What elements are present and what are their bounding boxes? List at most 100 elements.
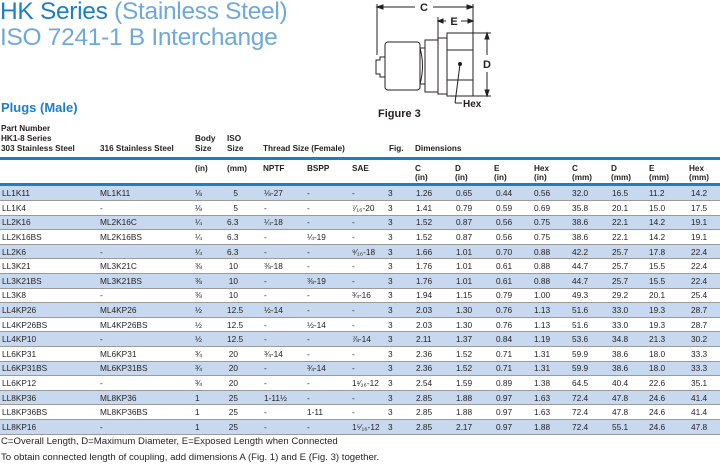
cell-nptf: ¾-14 (262, 346, 305, 362)
cell-part-316: - (98, 200, 193, 216)
cell-body-size: ⅜ (193, 288, 225, 304)
cell-e-in: 0.70 (492, 244, 530, 260)
cell-nptf: - (262, 200, 305, 216)
cell-c-mm: 51.6 (568, 317, 608, 333)
cell-d-in: 1.01 (452, 244, 492, 260)
cell-nptf: - (262, 244, 305, 260)
cell-iso-size: 20 (225, 361, 262, 377)
cell-bspp: - (305, 331, 350, 348)
unit-hex-mm: Hex (689, 164, 705, 173)
cell-sae: 1⁵⁄₁₆-12 (350, 419, 386, 435)
table-row: LL4KP26 ML4KP26 ½ 12.5 ½-14- -3 2.03 1.30 0.76 1.… (0, 302, 720, 318)
cell-d-in: 1.37 (452, 331, 492, 348)
cell-hex-in: 0.69 (530, 200, 568, 216)
unit-d-in-u: (in) (455, 173, 468, 182)
cell-hex-mm: 19.1 (687, 229, 720, 245)
cell-part-316: - (98, 419, 193, 435)
cell-bspp: ¾-14 (305, 361, 350, 377)
cell-part-316: - (98, 288, 193, 304)
cell-hex-in: 1.13 (530, 302, 568, 318)
cell-part-316: ML6KP31BS (98, 361, 193, 377)
cell-sae: - (350, 317, 386, 333)
cell-part-303: LL3K21BS (0, 273, 98, 289)
cell-e-mm: 22.6 (645, 375, 687, 391)
cell-e-in: 0.79 (492, 288, 530, 304)
cell-bspp: ¼-19 (305, 229, 350, 245)
cell-fig: 3 (386, 215, 412, 231)
cell-nptf: - (262, 361, 305, 377)
cell-c-in: 2.54 (412, 375, 452, 391)
cell-c-mm: 49.3 (568, 288, 608, 304)
svg-text:Hex: Hex (463, 99, 482, 108)
cell-fig: 3 (386, 302, 412, 318)
cell-body-size: ½ (193, 331, 225, 348)
cell-hex-in: 1.00 (530, 288, 568, 304)
cell-hex-mm: 47.8 (687, 419, 720, 435)
cell-e-in: 0.84 (492, 331, 530, 348)
cell-hex-in: 1.88 (530, 419, 568, 435)
cell-fig: 3 (386, 390, 412, 406)
cell-hex-mm: 41.4 (687, 404, 720, 420)
header-rule (0, 183, 720, 186)
cell-e-in: 0.89 (492, 375, 530, 391)
table-row: LL2K16 ML2K16C ¼ 6.3 ¼-18- -3 1.52 0.87 0.56 0.75… (0, 215, 720, 231)
cell-fig: 3 (386, 273, 412, 289)
cell-hex-mm: 33.3 (687, 361, 720, 377)
cell-c-in: 1.76 (412, 258, 452, 275)
unit-hex-in: Hex (534, 164, 550, 173)
cell-part-316: ML4KP26 (98, 302, 193, 318)
cell-c-in: 2.85 (412, 419, 452, 435)
header-rule (0, 157, 720, 160)
cell-hex-mm: 17.5 (687, 200, 720, 216)
cell-iso-size: 6.3 (225, 244, 262, 260)
cell-fig: 3 (386, 244, 412, 260)
unit-c-mm: C (572, 164, 578, 173)
cell-nptf: ½-14 (262, 302, 305, 318)
cell-hex-mm: 41.4 (687, 390, 720, 406)
cell-fig: 3 (386, 404, 412, 420)
page-subtitle: ISO 7241-1 B Interchange (0, 24, 278, 51)
cell-part-303: LL2K6 (0, 244, 98, 260)
cell-e-mm: 15.0 (645, 200, 687, 216)
unit-d-in: D (455, 164, 461, 173)
cell-hex-mm: 22.4 (687, 244, 720, 260)
cell-part-303: LL6KP12 (0, 375, 98, 391)
cell-c-in: 1.52 (412, 215, 452, 231)
cell-d-mm: 47.8 (608, 404, 645, 420)
unit-iso: (mm) (227, 164, 248, 173)
cell-d-in: 1.15 (452, 288, 492, 304)
cell-iso-size: 20 (225, 346, 262, 362)
unit-d-mm-u: (mm) (611, 173, 632, 182)
cell-body-size: ½ (193, 302, 225, 318)
header-series: HK1-8 Series (1, 134, 52, 143)
cell-bspp: ½-14 (305, 317, 350, 333)
cell-e-in: 0.56 (492, 215, 530, 231)
cell-fig: 3 (386, 258, 412, 275)
cell-hex-in: 1.19 (530, 331, 568, 348)
cell-e-mm: 15.5 (645, 258, 687, 275)
cell-c-mm: 64.5 (568, 375, 608, 391)
cell-fig: 3 (386, 186, 412, 202)
cell-d-mm: 38.6 (608, 346, 645, 362)
page-title: HK Series (Stainless Steel) (0, 0, 288, 25)
cell-c-mm: 72.4 (568, 404, 608, 420)
cell-iso-size: 5 (225, 200, 262, 216)
cell-d-mm: 20.1 (608, 200, 645, 216)
cell-c-in: 2.85 (412, 390, 452, 406)
cell-d-in: 1.59 (452, 375, 492, 391)
unit-e-in: E (494, 164, 500, 173)
cell-nptf: - (262, 229, 305, 245)
cell-bspp: ⅜-19 (305, 273, 350, 289)
unit-e-mm: E (649, 164, 655, 173)
cell-part-316: ML6KP31 (98, 346, 193, 362)
cell-sae: - (350, 361, 386, 377)
cell-hex-mm: 14.2 (687, 186, 720, 202)
cell-hex-in: 1.31 (530, 361, 568, 377)
cell-nptf: ⅜-18 (262, 258, 305, 275)
cell-part-303: LL1K4 (0, 200, 98, 216)
cell-d-mm: 55.1 (608, 419, 645, 435)
cell-nptf: 1-11½ (262, 390, 305, 406)
cell-fig: 3 (386, 288, 412, 304)
svg-text:D: D (483, 59, 491, 71)
cell-d-in: 1.88 (452, 404, 492, 420)
